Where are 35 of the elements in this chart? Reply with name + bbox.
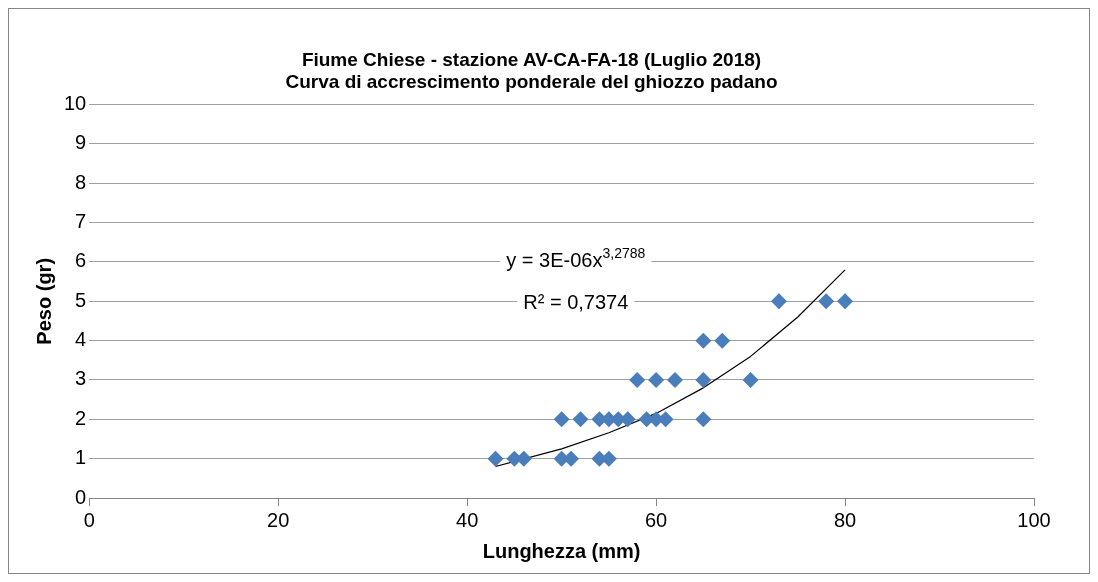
chart-subtitle: Curva di accrescimento ponderale del ghiozzo padano: [285, 71, 778, 93]
y-tick-label: 4: [75, 328, 87, 351]
point: [695, 371, 712, 388]
y-tick-label: 8: [75, 170, 87, 193]
point: [742, 371, 759, 388]
x-tick-label: 20: [267, 508, 290, 531]
annotation: R² = 0,7374: [523, 290, 629, 313]
x-tick-label: 100: [1017, 508, 1051, 531]
point: [666, 371, 683, 388]
y-tick-label: 7: [75, 210, 87, 233]
point: [695, 332, 712, 349]
point: [648, 371, 665, 388]
x-tick-label: 60: [644, 508, 668, 531]
point: [487, 450, 504, 467]
point: [695, 411, 712, 428]
point: [770, 293, 787, 310]
y-tick-label: 3: [75, 367, 87, 390]
y-tick-label: 0: [75, 485, 87, 508]
y-tick-label: 1: [75, 446, 87, 469]
x-axis-title: Lunghezza (mm): [482, 539, 641, 562]
y-axis-title: Peso (gr): [32, 257, 55, 345]
point: [837, 293, 854, 310]
point: [553, 411, 570, 428]
y-tick-label: 5: [75, 288, 87, 311]
chart-title: Fiume Chiese - stazione AV-CA-FA-18 (Luglio 2018): [301, 48, 762, 70]
point: [572, 411, 589, 428]
point: [629, 371, 646, 388]
y-tick-label: 10: [64, 92, 87, 115]
y-tick-label: 9: [75, 131, 87, 154]
y-tick-label: 2: [75, 406, 87, 429]
point: [714, 332, 731, 349]
x-tick-label: 40: [456, 508, 479, 531]
x-tick-label: 80: [833, 508, 857, 531]
point: [818, 293, 835, 310]
y-tick-label: 6: [75, 249, 87, 272]
